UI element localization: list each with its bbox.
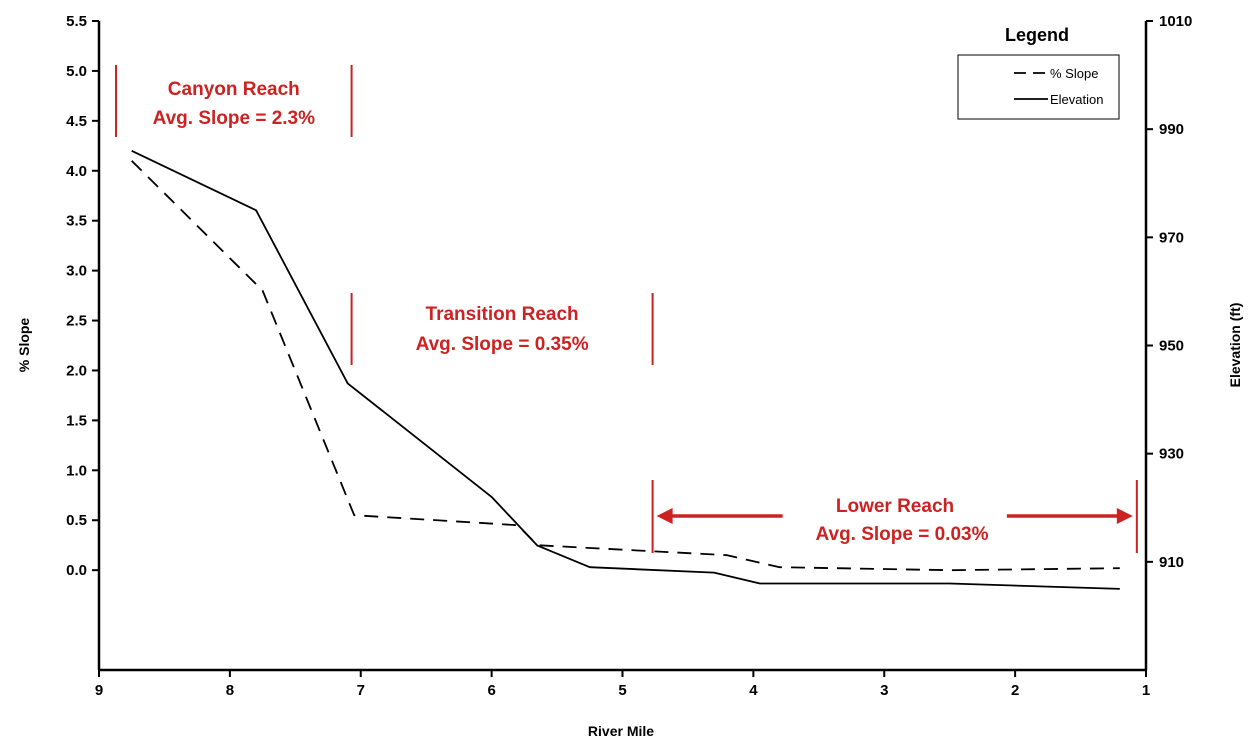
y-left-tick-label: 2.0 bbox=[66, 362, 87, 379]
legend: Legend % Slope Elevation bbox=[957, 25, 1120, 120]
x-tick-label: 7 bbox=[357, 682, 365, 699]
x-tick-label: 9 bbox=[95, 682, 103, 699]
x-tick-label: 5 bbox=[618, 682, 626, 699]
reach-annotation-text: Avg. Slope = 0.03% bbox=[815, 524, 988, 545]
reach-annotation-text: Lower Reach bbox=[836, 496, 954, 517]
series-group bbox=[131, 149, 1120, 590]
y-left-tick-label: 0.0 bbox=[66, 562, 87, 579]
y-left-tick-label: 4.0 bbox=[66, 163, 87, 180]
y-axis-left-label: % Slope bbox=[16, 318, 32, 373]
y-right-tick-label: 990 bbox=[1159, 121, 1184, 138]
reach-annotation-text: Canyon Reach bbox=[168, 79, 300, 100]
arrow-left-icon bbox=[656, 508, 673, 524]
y-right-tick-label: 910 bbox=[1159, 554, 1184, 571]
y-right-tick-label: 970 bbox=[1159, 229, 1184, 246]
slope-series-line bbox=[131, 160, 1120, 572]
x-tick-label: 4 bbox=[749, 682, 758, 699]
x-tick-label: 3 bbox=[880, 682, 888, 699]
arrow-right-icon bbox=[1116, 508, 1133, 524]
y-left-tick-label: 0.5 bbox=[66, 512, 87, 529]
x-axis-label: River Mile bbox=[588, 723, 654, 739]
y-left-tick-label: 5.0 bbox=[66, 63, 87, 80]
annotations-group: Canyon Reach Avg. Slope = 2.3% Transition … bbox=[115, 65, 1138, 553]
y-left-tick-label: 2.5 bbox=[66, 313, 87, 330]
y-left-tick-label: 3.0 bbox=[66, 263, 87, 280]
reach-annotation-text: Avg. Slope = 0.35% bbox=[416, 334, 589, 355]
y-axis-right-label: Elevation (ft) bbox=[1227, 303, 1243, 388]
reach-annotation-text: Transition Reach bbox=[426, 304, 579, 325]
y-right-tick-label: 930 bbox=[1159, 446, 1184, 463]
reach-annotation-text: Avg. Slope = 2.3% bbox=[153, 108, 316, 129]
x-tick-label: 8 bbox=[226, 682, 234, 699]
x-tick-label: 1 bbox=[1142, 682, 1150, 699]
x-tick-label: 6 bbox=[487, 682, 495, 699]
legend-title: Legend bbox=[1005, 25, 1069, 45]
y-left-tick-label: 5.5 bbox=[66, 13, 87, 30]
y-right-tick-label: 1010 bbox=[1159, 13, 1192, 30]
y-left-tick-label: 1.5 bbox=[66, 412, 87, 429]
axes-group: 9 8 7 6 5 4 3 2 1 5.5 5.0 4.5 4.0 3.5 3.0 2.5 2.0 1.5 1.0 0… bbox=[66, 13, 1192, 699]
legend-box bbox=[957, 54, 1120, 120]
y-left-tick-label: 4.5 bbox=[66, 113, 87, 130]
y-right-tick-label: 950 bbox=[1159, 338, 1184, 355]
y-left-tick-label: 1.0 bbox=[66, 462, 87, 479]
elevation-series-line bbox=[131, 149, 1120, 590]
legend-label-slope: % Slope bbox=[1050, 66, 1098, 81]
legend-label-elevation: Elevation bbox=[1050, 92, 1103, 107]
x-tick-label: 2 bbox=[1011, 682, 1019, 699]
y-left-tick-label: 3.5 bbox=[66, 213, 87, 230]
